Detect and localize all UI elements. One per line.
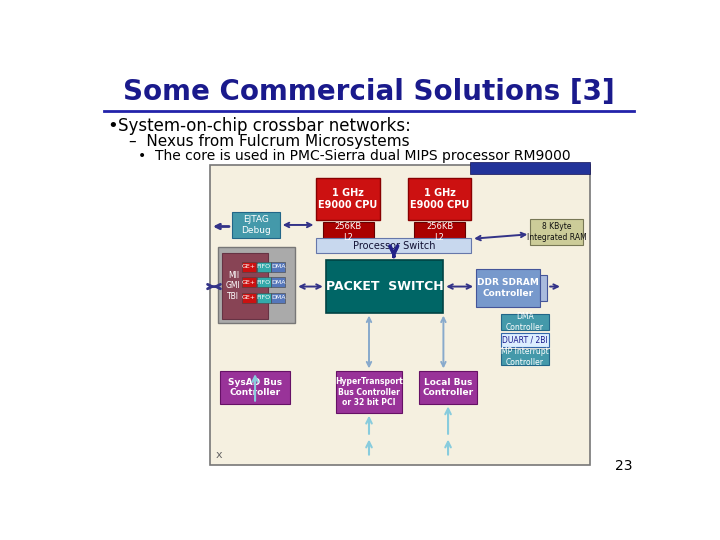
- FancyBboxPatch shape: [232, 212, 280, 238]
- FancyBboxPatch shape: [325, 260, 444, 313]
- FancyBboxPatch shape: [530, 219, 583, 245]
- Text: 23: 23: [615, 459, 632, 473]
- Text: DDR SDRAM
Controller: DDR SDRAM Controller: [477, 279, 539, 298]
- Text: DMA: DMA: [271, 280, 286, 285]
- Text: DMA: DMA: [271, 265, 286, 269]
- Text: 1 GHz
E9000 CPU: 1 GHz E9000 CPU: [318, 188, 378, 210]
- Text: FIFO: FIFO: [256, 295, 271, 300]
- Text: FIFO: FIFO: [256, 280, 271, 285]
- Text: PACKET  SWITCH: PACKET SWITCH: [325, 280, 444, 293]
- Text: Some Commercial Solutions [3]: Some Commercial Solutions [3]: [123, 78, 615, 106]
- Text: 1 GHz
E9000 CPU: 1 GHz E9000 CPU: [410, 188, 469, 210]
- Text: 256KB
L2: 256KB L2: [426, 222, 453, 241]
- FancyBboxPatch shape: [414, 222, 465, 242]
- Text: MP Interrupt
Controller: MP Interrupt Controller: [501, 347, 549, 367]
- Text: GE+: GE+: [242, 280, 256, 285]
- FancyBboxPatch shape: [242, 278, 256, 287]
- Text: GE+: GE+: [242, 265, 256, 269]
- FancyBboxPatch shape: [336, 372, 402, 413]
- Text: –  Nexus from Fulcrum Microsystems: – Nexus from Fulcrum Microsystems: [129, 134, 410, 149]
- FancyBboxPatch shape: [500, 314, 549, 330]
- FancyBboxPatch shape: [500, 333, 549, 347]
- Text: GE+: GE+: [242, 295, 256, 300]
- Text: HyperTransport
Bus Controller
or 32 bit PCI: HyperTransport Bus Controller or 32 bit …: [335, 377, 403, 407]
- Text: x: x: [215, 450, 222, 460]
- Text: FIFO: FIFO: [256, 265, 271, 269]
- Text: 256KB
L2: 256KB L2: [335, 222, 361, 241]
- FancyBboxPatch shape: [220, 372, 290, 403]
- FancyBboxPatch shape: [316, 238, 472, 253]
- FancyBboxPatch shape: [539, 275, 547, 301]
- Text: MII
GMI
TBI: MII GMI TBI: [226, 271, 240, 301]
- FancyBboxPatch shape: [242, 293, 256, 303]
- FancyBboxPatch shape: [476, 269, 539, 307]
- FancyBboxPatch shape: [500, 349, 549, 365]
- Text: System-on-chip crossbar networks:: System-on-chip crossbar networks:: [118, 117, 411, 136]
- FancyBboxPatch shape: [210, 165, 590, 465]
- FancyBboxPatch shape: [271, 262, 285, 272]
- FancyBboxPatch shape: [256, 293, 271, 303]
- Text: Processor Switch: Processor Switch: [353, 241, 435, 251]
- Text: Local Bus
Controller: Local Bus Controller: [423, 378, 474, 397]
- FancyBboxPatch shape: [242, 262, 256, 272]
- Text: DMA: DMA: [271, 295, 286, 300]
- FancyBboxPatch shape: [271, 293, 285, 303]
- Text: DMA
Controller: DMA Controller: [505, 312, 544, 332]
- Text: SysAD Bus
Controller: SysAD Bus Controller: [228, 378, 282, 397]
- FancyBboxPatch shape: [469, 162, 590, 174]
- FancyBboxPatch shape: [419, 372, 477, 403]
- Text: DUART / 2BI: DUART / 2BI: [502, 335, 548, 344]
- FancyBboxPatch shape: [408, 178, 472, 220]
- FancyBboxPatch shape: [218, 247, 295, 323]
- FancyBboxPatch shape: [256, 278, 271, 287]
- FancyBboxPatch shape: [222, 253, 269, 319]
- Text: •: •: [107, 117, 118, 136]
- FancyBboxPatch shape: [316, 178, 380, 220]
- Text: •  The core is used in PMC-Sierra dual MIPS processor RM9000: • The core is used in PMC-Sierra dual MI…: [138, 150, 571, 164]
- FancyBboxPatch shape: [323, 222, 374, 242]
- FancyBboxPatch shape: [271, 278, 285, 287]
- FancyBboxPatch shape: [256, 262, 271, 272]
- Text: 8 KByte
Integrated RAM: 8 KByte Integrated RAM: [526, 222, 586, 241]
- Text: EJTAG
Debug: EJTAG Debug: [241, 215, 271, 235]
